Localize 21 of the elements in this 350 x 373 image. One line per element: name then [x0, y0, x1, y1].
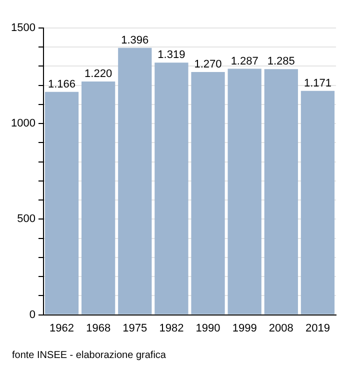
data-label: 1.166 — [48, 78, 76, 90]
x-tick-label: 1999 — [232, 322, 257, 334]
data-label: 1.287 — [230, 55, 258, 68]
y-tick-label: 1500 — [10, 22, 36, 34]
x-tick-label: 1962 — [50, 322, 74, 334]
data-label: 1.270 — [194, 58, 222, 71]
y-tick-label: 0 — [29, 308, 36, 321]
x-tick-label: 1990 — [196, 322, 220, 334]
source-note: fonte INSEE - elaborazione grafica — [12, 350, 167, 361]
data-label: 1.220 — [84, 68, 112, 80]
data-label: 1.396 — [121, 34, 149, 46]
y-tick-label: 500 — [17, 213, 36, 226]
data-label: 1.171 — [304, 77, 332, 90]
x-tick-label: 2019 — [305, 322, 330, 334]
x-tick-label: 1975 — [122, 322, 148, 334]
x-tick-label: 1968 — [86, 322, 111, 334]
data-label: 1.285 — [267, 56, 295, 68]
data-label: 1.319 — [158, 49, 186, 62]
x-tick-label: 2008 — [268, 322, 294, 334]
y-tick-label: 1000 — [10, 118, 36, 130]
x-tick-label: 1982 — [159, 322, 184, 334]
